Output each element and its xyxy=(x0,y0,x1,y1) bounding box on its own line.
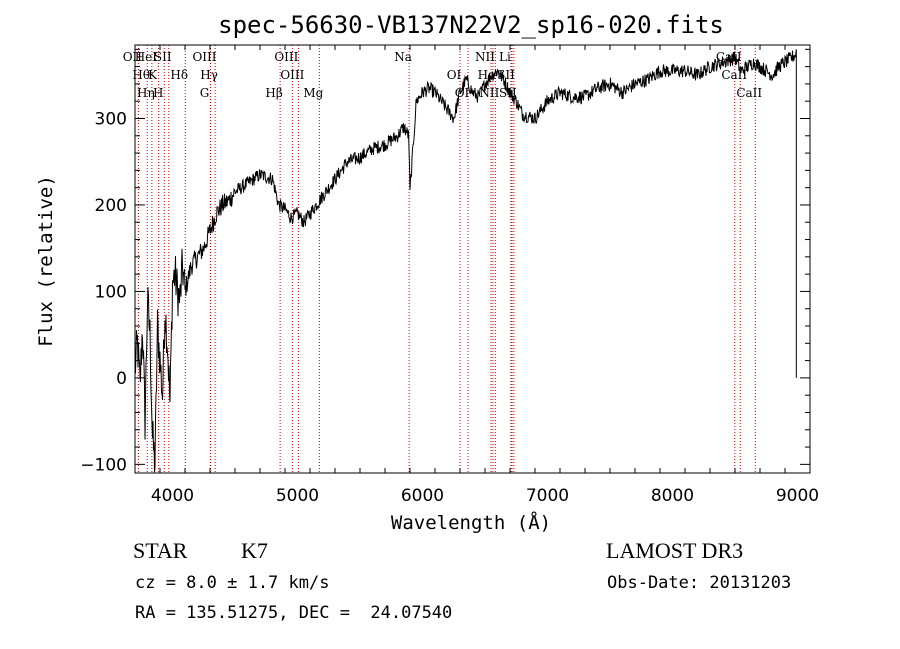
line-markers xyxy=(137,45,756,473)
redshift-text: cz = 8.0 ± 1.7 km/s xyxy=(135,573,330,593)
line-marker-label: Hγ xyxy=(200,68,218,82)
x-tick-label: 5000 xyxy=(276,486,319,506)
x-tick-label: 8000 xyxy=(651,486,694,506)
y-tick-label: 100 xyxy=(95,282,127,302)
y-axis-label: Flux (relative) xyxy=(35,175,57,347)
object-subclass: K7 xyxy=(241,538,268,563)
line-marker-label: OIII xyxy=(274,50,298,64)
line-marker-label: Mg xyxy=(303,86,323,100)
plot-frame xyxy=(134,44,811,474)
y-tick-label: −100 xyxy=(80,455,127,475)
line-marker-label: K xyxy=(148,68,158,82)
line-marker-label: CaII xyxy=(736,86,762,100)
line-marker-label: OII xyxy=(123,50,143,64)
line-marker-label: OIII xyxy=(192,50,216,64)
line-marker-label: HeI xyxy=(135,50,158,64)
survey-label: LAMOST DR3 xyxy=(606,538,744,563)
line-marker-label: Hδ xyxy=(170,68,188,82)
line-marker-label: Hβ xyxy=(265,86,282,100)
line-marker-label: Na xyxy=(394,50,412,64)
chart-title: spec-56630-VB137N22V2_sp16-020.fits xyxy=(218,11,724,39)
x-axis-label: Wavelength (Å) xyxy=(391,511,551,534)
x-tick-label: 6000 xyxy=(401,486,444,506)
object-class: STAR xyxy=(133,538,188,563)
line-marker-label: NII xyxy=(475,50,495,64)
obs-date-text: Obs-Date: 20131203 xyxy=(607,573,792,593)
line-marker-label: Hη xyxy=(137,86,155,100)
x-tick-label: 4000 xyxy=(151,486,194,506)
y-tick-label: 0 xyxy=(116,369,127,389)
line-marker-label: SII xyxy=(154,50,172,64)
line-marker-label: OIII xyxy=(280,68,304,82)
line-marker-label: H xyxy=(153,86,163,100)
line-marker-label: OI xyxy=(447,68,462,82)
x-tick-label: 7000 xyxy=(526,486,569,506)
y-axis-ticks: −100 0 100 200 300 xyxy=(80,48,810,475)
y-tick-label: 300 xyxy=(95,109,127,129)
line-marker-label: Hθ xyxy=(132,68,150,82)
x-axis-ticks: 4000 5000 6000 7000 8000 9000 xyxy=(134,45,819,506)
spectrum-line xyxy=(134,49,797,473)
line-marker-label: G xyxy=(200,86,210,100)
x-tick-label: 9000 xyxy=(776,486,819,506)
line-marker-labels: OII Hθ Hη HeI KH SII Hδ G OIII Hγ Hβ OIII OIII Mg Na OI… xyxy=(123,50,763,100)
y-tick-label: 200 xyxy=(95,196,127,216)
line-marker-label: Li xyxy=(499,50,511,64)
coordinates-text: RA = 135.51275, DEC = 24.07540 xyxy=(135,603,453,623)
